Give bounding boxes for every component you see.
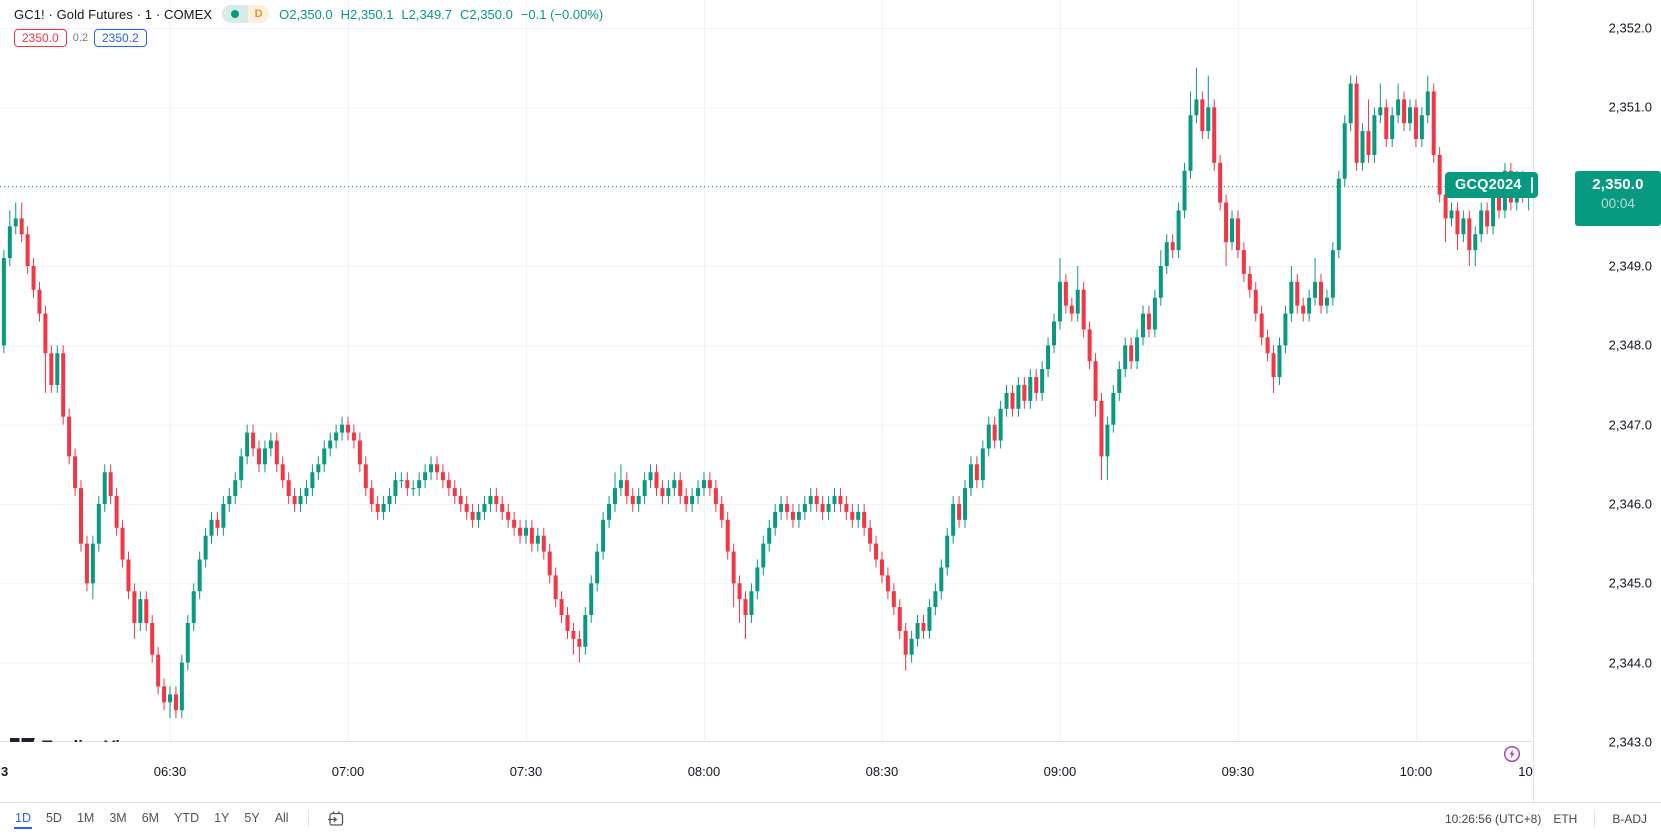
range-button-1d[interactable]: 1D [14, 809, 32, 829]
price-tick-label: 2,347.0 [1608, 417, 1652, 433]
price-tick-label: 2,349.0 [1608, 258, 1652, 274]
range-button-3m[interactable]: 3M [109, 810, 127, 825]
time-tick-label: 07:00 [331, 764, 365, 779]
time-axis[interactable]: 3 ⚙ 06:3007:0007:3008:0008:3009:0009:301… [0, 742, 1661, 802]
symbol-title[interactable]: GC1! · Gold Futures · 1 · COMEX [14, 6, 213, 22]
price-tick-label: 2,348.0 [1608, 337, 1652, 353]
range-button-1m[interactable]: 1M [76, 810, 95, 825]
range-button-6m[interactable]: 6M [141, 810, 160, 825]
go-to-date-icon[interactable] [327, 810, 345, 828]
ohlc-item: L2,349.7 [401, 6, 453, 22]
chart-legend: GC1! · Gold Futures · 1 · COMEX D O2,350… [14, 4, 603, 47]
price-tick-label: 2,343.0 [1608, 734, 1652, 750]
range-button-5d[interactable]: 5D [45, 810, 62, 825]
ticker-tag-text: GCQ2024 [1455, 177, 1522, 193]
date-tick-label: 3 [1, 764, 9, 779]
time-tick-label: 09:30 [1221, 764, 1255, 779]
time-tick-label: 08:30 [865, 764, 899, 779]
bottom-toolbar: 1D 5D 1M 3M 6M YTD 1Y 5Y All 10:26:56 (UTC+8) ET… [0, 802, 1661, 834]
toolbar-divider [307, 809, 309, 828]
time-tick-label: 08:00 [687, 764, 721, 779]
session-eth-button[interactable]: ETH [1553, 811, 1578, 826]
adjustment-badj-button[interactable]: B-ADJ [1612, 811, 1647, 826]
time-tick-label: 06:30 [153, 764, 187, 779]
candlestick-chart[interactable] [0, 0, 1533, 742]
front-month-ticker-tag[interactable]: GCQ2024 [1445, 172, 1538, 198]
spread-value: 0.2 [72, 32, 88, 44]
time-tick-label: 10:00 [1399, 764, 1433, 779]
price-tick-label: 2,346.0 [1608, 496, 1652, 512]
market-status-pill[interactable]: D [222, 5, 270, 23]
ohlc-item: O2,350.0 [279, 6, 333, 22]
realtime-lightning-icon[interactable] [1503, 745, 1521, 763]
price-tick-label: 2,345.0 [1608, 575, 1652, 591]
bar-countdown: 00:04 [1601, 196, 1635, 211]
ask-price-button[interactable]: 2350.2 [94, 29, 147, 47]
range-button-1y[interactable]: 1Y [214, 810, 230, 825]
range-button-5y[interactable]: 5Y [244, 810, 260, 825]
price-tick-label: 2,351.0 [1608, 99, 1652, 115]
price-tick-label: 2,352.0 [1608, 20, 1652, 36]
time-tick-label: 09:00 [1043, 764, 1077, 779]
price-tick-label: 2,344.0 [1608, 655, 1652, 671]
range-button-ytd[interactable]: YTD [174, 810, 200, 825]
last-price-value: 2,350.0 [1592, 176, 1644, 193]
ohlc-item: −0.1 (−0.00%) [520, 6, 604, 22]
bid-price-button[interactable]: 2350.0 [14, 29, 67, 47]
range-selector: 1D 5D 1M 3M 6M YTD 1Y 5Y All [14, 809, 345, 829]
interval-d-badge: D [248, 5, 270, 23]
ticker-tag-divider [1530, 177, 1533, 193]
price-axis[interactable]: 2,352.0 2,351.0 2,350.0 2,349.0 2,348.0 2,347… [1533, 0, 1661, 802]
toolbar-divider [1594, 809, 1596, 828]
clock-label[interactable]: 10:26:56 (UTC+8) [1444, 811, 1542, 826]
range-button-all[interactable]: All [274, 810, 289, 825]
ohlc-item: H2,350.1 [340, 6, 394, 22]
ohlc-item: C2,350.0 [460, 6, 513, 22]
market-open-dot-icon [222, 5, 249, 23]
ohlc-values: O2,350.0 H2,350.1 L2,349.7 C2,350.0 −0.1 (−0… [279, 7, 603, 22]
last-price-label[interactable]: 2,350.0 00:04 [1575, 171, 1661, 226]
time-tick-label: 07:30 [509, 764, 543, 779]
